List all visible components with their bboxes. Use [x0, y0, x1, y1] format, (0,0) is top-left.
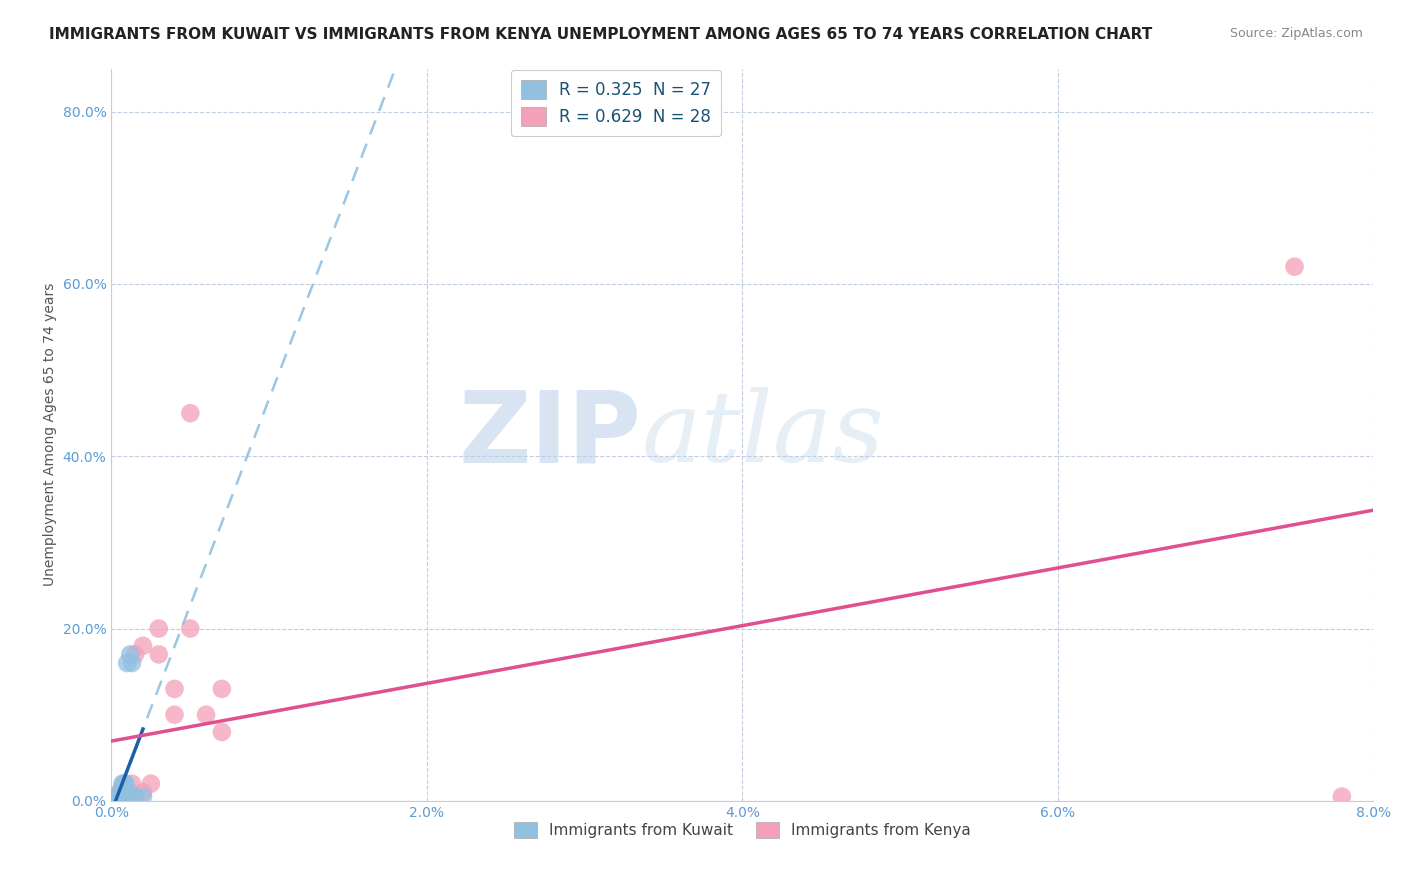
Point: [110, 789, 132, 804]
Point: [110, 788, 132, 802]
Point: [111, 780, 134, 795]
Point: [163, 707, 186, 722]
Point: [112, 785, 135, 799]
Text: atlas: atlas: [641, 387, 884, 483]
Point: [148, 648, 170, 662]
Point: [148, 622, 170, 636]
Point: [105, 789, 128, 804]
Point: [179, 622, 201, 636]
Point: [139, 777, 162, 791]
Point: [110, 789, 132, 804]
Text: ZIP: ZIP: [458, 386, 641, 483]
Point: [115, 789, 138, 804]
Point: [105, 791, 128, 805]
Point: [112, 789, 135, 804]
Point: [115, 789, 138, 804]
Point: [107, 792, 129, 806]
Point: [179, 406, 201, 420]
Point: [107, 790, 129, 805]
Point: [108, 789, 131, 804]
Point: [124, 789, 146, 804]
Point: [103, 789, 125, 804]
Text: Source: ZipAtlas.com: Source: ZipAtlas.com: [1230, 27, 1364, 40]
Point: [124, 789, 146, 804]
Point: [121, 656, 143, 670]
Point: [108, 785, 131, 799]
Point: [211, 725, 233, 739]
Point: [114, 785, 136, 799]
Point: [121, 777, 143, 791]
Point: [114, 785, 136, 799]
Point: [111, 777, 134, 791]
Point: [115, 656, 138, 670]
Point: [107, 791, 129, 805]
Point: [132, 785, 155, 799]
Point: [115, 785, 138, 799]
Point: [1284, 260, 1306, 274]
Point: [132, 789, 155, 804]
Point: [111, 785, 134, 799]
Point: [111, 789, 134, 804]
Point: [108, 789, 131, 804]
Point: [124, 648, 146, 662]
Point: [110, 791, 132, 805]
Point: [112, 777, 135, 791]
Point: [114, 777, 136, 791]
Y-axis label: Unemployment Among Ages 65 to 74 years: Unemployment Among Ages 65 to 74 years: [44, 283, 58, 586]
Point: [108, 791, 131, 805]
Point: [132, 639, 155, 653]
Point: [108, 792, 131, 806]
Point: [1330, 789, 1353, 804]
Point: [195, 707, 218, 722]
Point: [110, 785, 132, 799]
Point: [111, 785, 134, 799]
Text: IMMIGRANTS FROM KUWAIT VS IMMIGRANTS FROM KENYA UNEMPLOYMENT AMONG AGES 65 TO 74: IMMIGRANTS FROM KUWAIT VS IMMIGRANTS FRO…: [49, 27, 1153, 42]
Point: [103, 789, 125, 804]
Point: [163, 681, 186, 696]
Point: [120, 648, 142, 662]
Point: [120, 785, 142, 799]
Point: [211, 681, 233, 696]
Legend: Immigrants from Kuwait, Immigrants from Kenya: Immigrants from Kuwait, Immigrants from …: [508, 816, 977, 845]
Point: [112, 789, 135, 804]
